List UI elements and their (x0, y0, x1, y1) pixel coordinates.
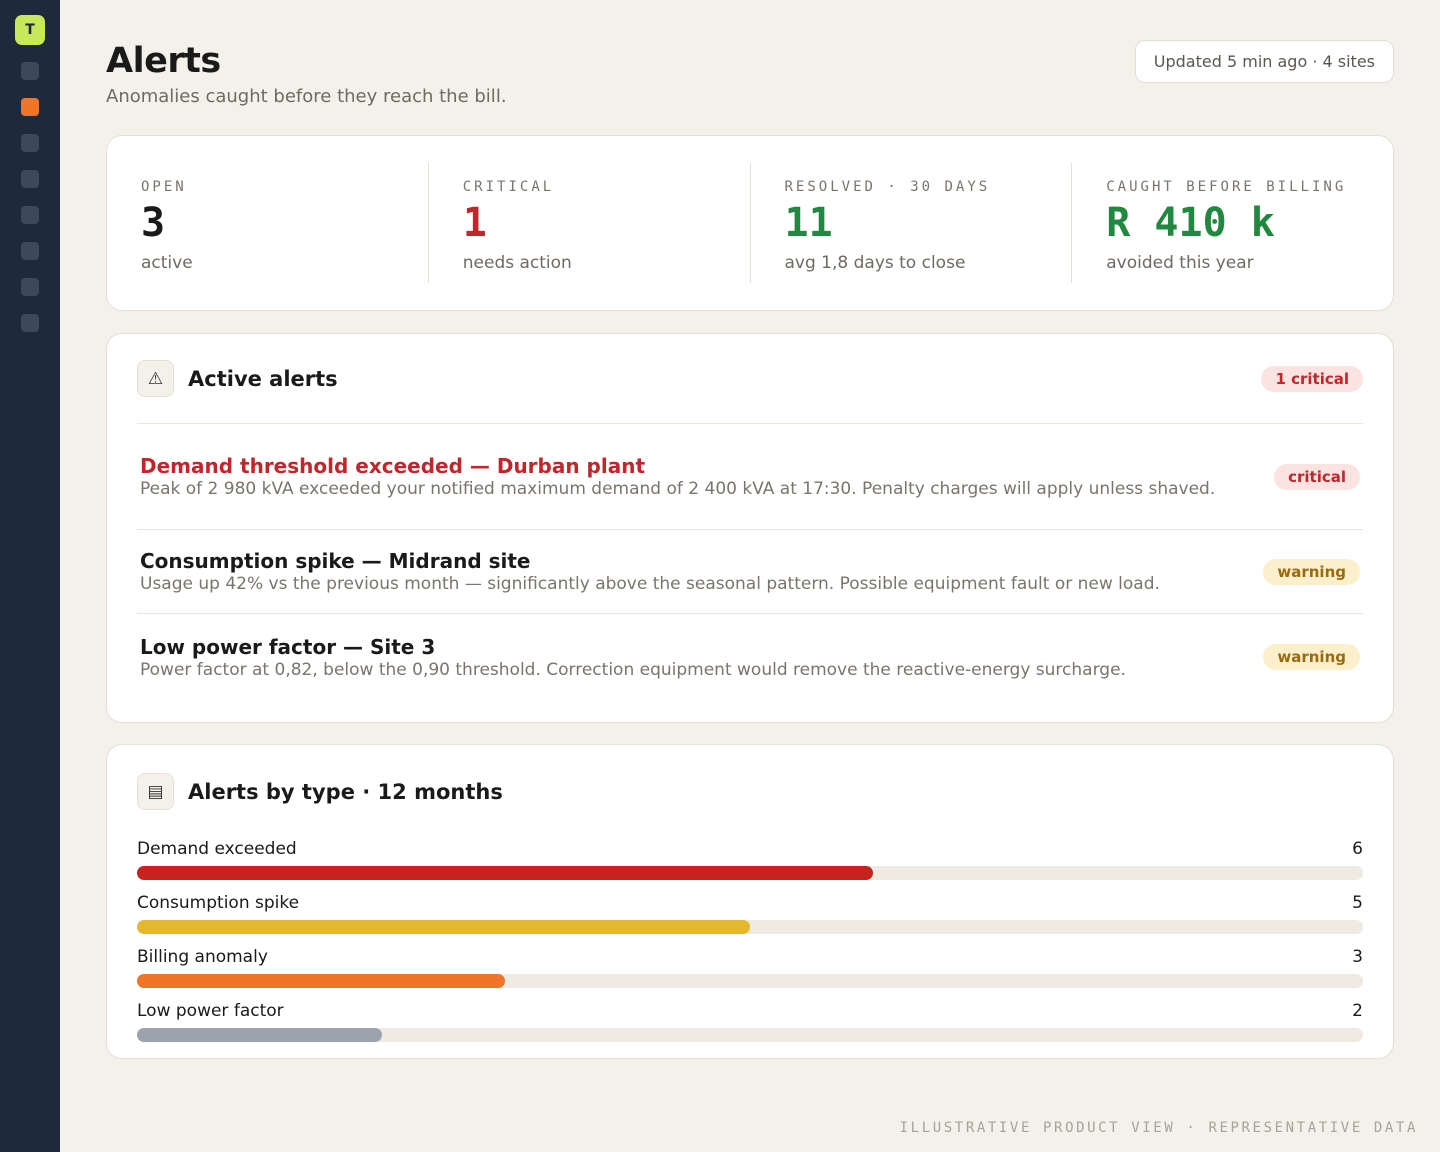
card-header: ▤ Alerts by type · 12 months (137, 745, 1363, 838)
stat-resolved: RESOLVED · 30 DAYS 11 avg 1,8 days to cl… (749, 163, 1072, 283)
card-header: ⚠ Active alerts 1 critical (137, 334, 1363, 424)
sidebar-nav-item[interactable] (21, 242, 39, 260)
bar-value-label: 5 (1352, 893, 1363, 913)
card-title: Alerts by type · 12 months (188, 779, 503, 804)
page-header: Alerts Anomalies caught before they reac… (106, 40, 507, 107)
stat-critical: CRITICAL 1 needs action (427, 163, 750, 283)
sidebar-nav-item[interactable] (21, 206, 39, 224)
alert-row[interactable]: Low power factor — Site 3 Power factor a… (137, 614, 1363, 700)
severity-badge: warning (1263, 558, 1360, 585)
sidebar-nav-item[interactable] (21, 170, 39, 188)
bar-labels: Consumption spike 5 (137, 892, 1363, 914)
severity-badge: critical (1274, 463, 1360, 490)
stat-note: avg 1,8 days to close (784, 253, 966, 273)
alert-content: Demand threshold exceeded — Durban plant… (140, 453, 1274, 500)
critical-count-badge: 1 critical (1261, 365, 1363, 392)
sidebar-nav-item[interactable] (21, 62, 39, 80)
bar-value-label: 3 (1352, 947, 1363, 967)
stat-value: 3 (141, 200, 166, 246)
alert-description: Peak of 2 980 kVA exceeded your notified… (140, 479, 1216, 499)
footer-note: ILLUSTRATIVE PRODUCT VIEW · REPRESENTATI… (899, 1120, 1418, 1136)
bar-row: Billing anomaly 3 (137, 946, 1363, 1000)
bar-category-label: Low power factor (137, 1001, 284, 1021)
stat-label: CAUGHT BEFORE BILLING (1106, 179, 1347, 195)
bar-track (137, 866, 1363, 880)
alert-description: Usage up 42% vs the previous month — sig… (140, 574, 1160, 594)
bar (137, 920, 750, 934)
sidebar-nav-item[interactable] (21, 278, 39, 296)
page-title: Alerts (106, 41, 221, 81)
bar-labels: Low power factor 2 (137, 1000, 1363, 1022)
card-title: Active alerts (188, 366, 338, 391)
alert-title: Demand threshold exceeded — Durban plant (140, 454, 646, 478)
bar-labels: Billing anomaly 3 (137, 946, 1363, 968)
updated-status: Updated 5 min ago · 4 sites (1134, 40, 1394, 83)
bar-value-label: 6 (1352, 839, 1363, 859)
bar-track (137, 974, 1363, 988)
bar-category-label: Billing anomaly (137, 947, 268, 967)
active-alerts-card: ⚠ Active alerts 1 critical Demand thresh… (106, 333, 1394, 723)
stats-card: OPEN 3 active CRITICAL 1 needs action RE… (106, 135, 1394, 311)
bar-category-label: Demand exceeded (137, 839, 297, 859)
sidebar-nav-item[interactable] (21, 314, 39, 332)
alert-description: Power factor at 0,82, below the 0,90 thr… (140, 659, 1126, 680)
bar (137, 974, 505, 988)
alerts-by-type-chart: Demand exceeded 6 Consumption spike 5 Billin… (137, 838, 1363, 1054)
alert-content: Low power factor — Site 3 Power factor a… (140, 634, 1263, 681)
bar-row: Consumption spike 5 (137, 892, 1363, 946)
stat-label: OPEN (141, 179, 187, 195)
page-subtitle: Anomalies caught before they reach the b… (106, 86, 507, 107)
stat-note: avoided this year (1106, 253, 1254, 273)
bar-row: Demand exceeded 6 (137, 838, 1363, 892)
stat-note: active (141, 253, 193, 273)
bar-track (137, 920, 1363, 934)
bar-value-label: 2 (1352, 1001, 1363, 1021)
sidebar-nav-item[interactable] (21, 98, 39, 116)
sidebar-nav-item[interactable] (21, 134, 39, 152)
alert-row[interactable]: Consumption spike — Midrand site Usage u… (137, 530, 1363, 614)
alert-title: Low power factor — Site 3 (140, 634, 436, 659)
warning-icon: ⚠ (137, 360, 174, 397)
stat-open: OPEN 3 active (107, 163, 428, 283)
stat-label: RESOLVED · 30 DAYS (784, 179, 991, 195)
stat-note: needs action (462, 253, 572, 273)
sidebar: T (0, 0, 60, 1152)
bar-labels: Demand exceeded 6 (137, 838, 1363, 860)
stat-label: CRITICAL (462, 179, 555, 195)
alert-content: Consumption spike — Midrand site Usage u… (140, 548, 1263, 595)
alert-row[interactable]: Demand threshold exceeded — Durban plant… (137, 424, 1363, 530)
app-logo[interactable]: T (15, 15, 45, 45)
stat-value: 11 (784, 200, 833, 246)
bar (137, 1028, 383, 1042)
bar-track (137, 1028, 1363, 1042)
severity-badge: warning (1263, 644, 1360, 670)
stat-value: R 410 k (1106, 200, 1275, 246)
list-icon: ▤ (137, 773, 174, 810)
stat-caught: CAUGHT BEFORE BILLING R 410 k avoided th… (1071, 163, 1393, 283)
stat-value: 1 (462, 200, 487, 246)
bar (137, 866, 873, 880)
bar-category-label: Consumption spike (137, 893, 300, 913)
alerts-by-type-card: ▤ Alerts by type · 12 months Demand exce… (106, 744, 1394, 1059)
alert-title: Consumption spike — Midrand site (140, 549, 531, 573)
bar-row: Low power factor 2 (137, 1000, 1363, 1054)
